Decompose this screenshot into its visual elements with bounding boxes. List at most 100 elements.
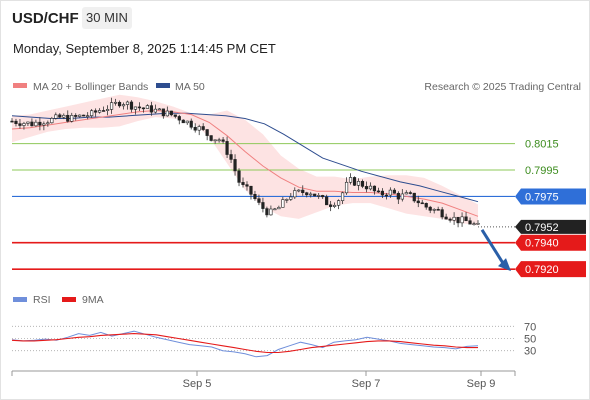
ma50-path <box>11 112 479 203</box>
candle-body <box>78 114 82 117</box>
resistance-label: 0.7995 <box>525 165 559 177</box>
candle-body <box>169 110 173 116</box>
rsi-legend-swatch <box>13 297 27 302</box>
candle-body <box>225 141 229 155</box>
candle-body <box>161 108 165 117</box>
rsi-tick-label: 50 <box>524 334 536 346</box>
candle-body <box>336 200 341 206</box>
ma20-path <box>11 109 479 217</box>
candle-body <box>185 120 189 124</box>
candle-body <box>201 126 205 130</box>
candle-body <box>94 110 98 113</box>
ma20-legend-swatch <box>13 83 27 88</box>
candle-body <box>30 121 34 127</box>
candle-body <box>121 104 126 107</box>
candle-body <box>153 108 157 113</box>
support-tag <box>515 261 586 278</box>
pivot-label: 0.7975 <box>525 191 559 203</box>
candle-body <box>62 114 66 118</box>
candle-body <box>388 189 392 196</box>
candle-body <box>181 119 185 124</box>
candle-body <box>281 199 285 208</box>
x-tick-label: Sep 9 <box>467 378 496 390</box>
candle-body <box>285 199 289 201</box>
candle-body <box>400 193 404 200</box>
resistance-label: 0.8015 <box>525 139 559 151</box>
rsi-legend-label: RSI <box>33 294 51 306</box>
candle-body <box>277 207 281 210</box>
ma50-line <box>11 112 479 203</box>
candle-body <box>205 129 209 136</box>
candle-body <box>360 181 365 187</box>
candle-body <box>344 181 349 194</box>
candle-body <box>456 216 460 224</box>
candle-body <box>408 192 412 194</box>
candle-body <box>157 108 161 111</box>
candle-body <box>102 110 106 112</box>
rsi-line <box>11 330 479 358</box>
candle-body <box>46 122 50 125</box>
candle-body <box>464 216 468 222</box>
candle-body <box>265 208 269 216</box>
candle-body <box>98 110 102 113</box>
candle-body <box>74 115 78 117</box>
candle-body <box>352 177 357 186</box>
candle-body <box>221 139 225 142</box>
candle-body <box>113 101 118 104</box>
candle-body <box>364 186 369 190</box>
candle-body <box>440 209 444 218</box>
projection-arrow-shaft <box>480 229 505 264</box>
candle-body <box>329 204 333 207</box>
time-axis: Sep 5 Sep 7 Sep 9 <box>11 370 516 390</box>
candle-body <box>424 203 428 208</box>
candle-body <box>452 216 456 221</box>
ma20-legend-label: MA 20 + Bollinger Bands <box>33 81 148 93</box>
candle-body <box>58 114 62 118</box>
candle-body <box>392 189 396 194</box>
candle-body <box>86 115 90 117</box>
candle-body <box>313 193 317 197</box>
candle-body <box>348 177 353 183</box>
candle-body <box>10 120 14 123</box>
candle-body <box>82 114 86 117</box>
candle-body <box>141 107 146 110</box>
candle-body <box>368 185 373 190</box>
rsi-legend: RSI 9MA <box>13 294 104 306</box>
rsi-ma-legend-swatch <box>62 297 76 302</box>
candle-body <box>376 190 381 193</box>
candle-body <box>321 195 325 198</box>
candlesticks <box>10 97 480 228</box>
candle-body <box>273 208 277 211</box>
key-levels <box>12 143 515 270</box>
chart-header: USD/CHF 30 MIN <box>0 0 590 36</box>
candle-body <box>468 220 472 225</box>
candle-body <box>404 192 408 195</box>
current-price-tag <box>515 219 586 234</box>
timeframe-selector[interactable]: 30 MIN <box>82 7 132 29</box>
candle-body <box>317 195 321 197</box>
candle-body <box>396 192 400 200</box>
candle-body <box>340 192 345 201</box>
rsi-tick-label: 30 <box>524 346 536 358</box>
candle-body <box>197 126 201 131</box>
support-label: 0.7920 <box>525 264 559 276</box>
candle-body <box>448 218 452 221</box>
candle-body <box>70 115 74 122</box>
candle-body <box>50 118 54 124</box>
candle-body <box>372 185 377 192</box>
candle-body <box>325 196 329 206</box>
candle-body <box>241 182 245 185</box>
candle-body <box>26 121 30 124</box>
candle-body <box>297 189 301 192</box>
candle-body <box>412 192 416 202</box>
level-labels: 0.8015 0.7995 0.7975 0.7952 0.7940 0.7920 <box>515 139 586 278</box>
symbol-title: USD/CHF <box>12 10 79 27</box>
candle-body <box>249 185 253 195</box>
projection-arrow <box>480 229 511 272</box>
candle-body <box>237 170 241 183</box>
candle-body <box>66 114 70 122</box>
candle-body <box>253 194 257 200</box>
candle-body <box>90 110 94 116</box>
